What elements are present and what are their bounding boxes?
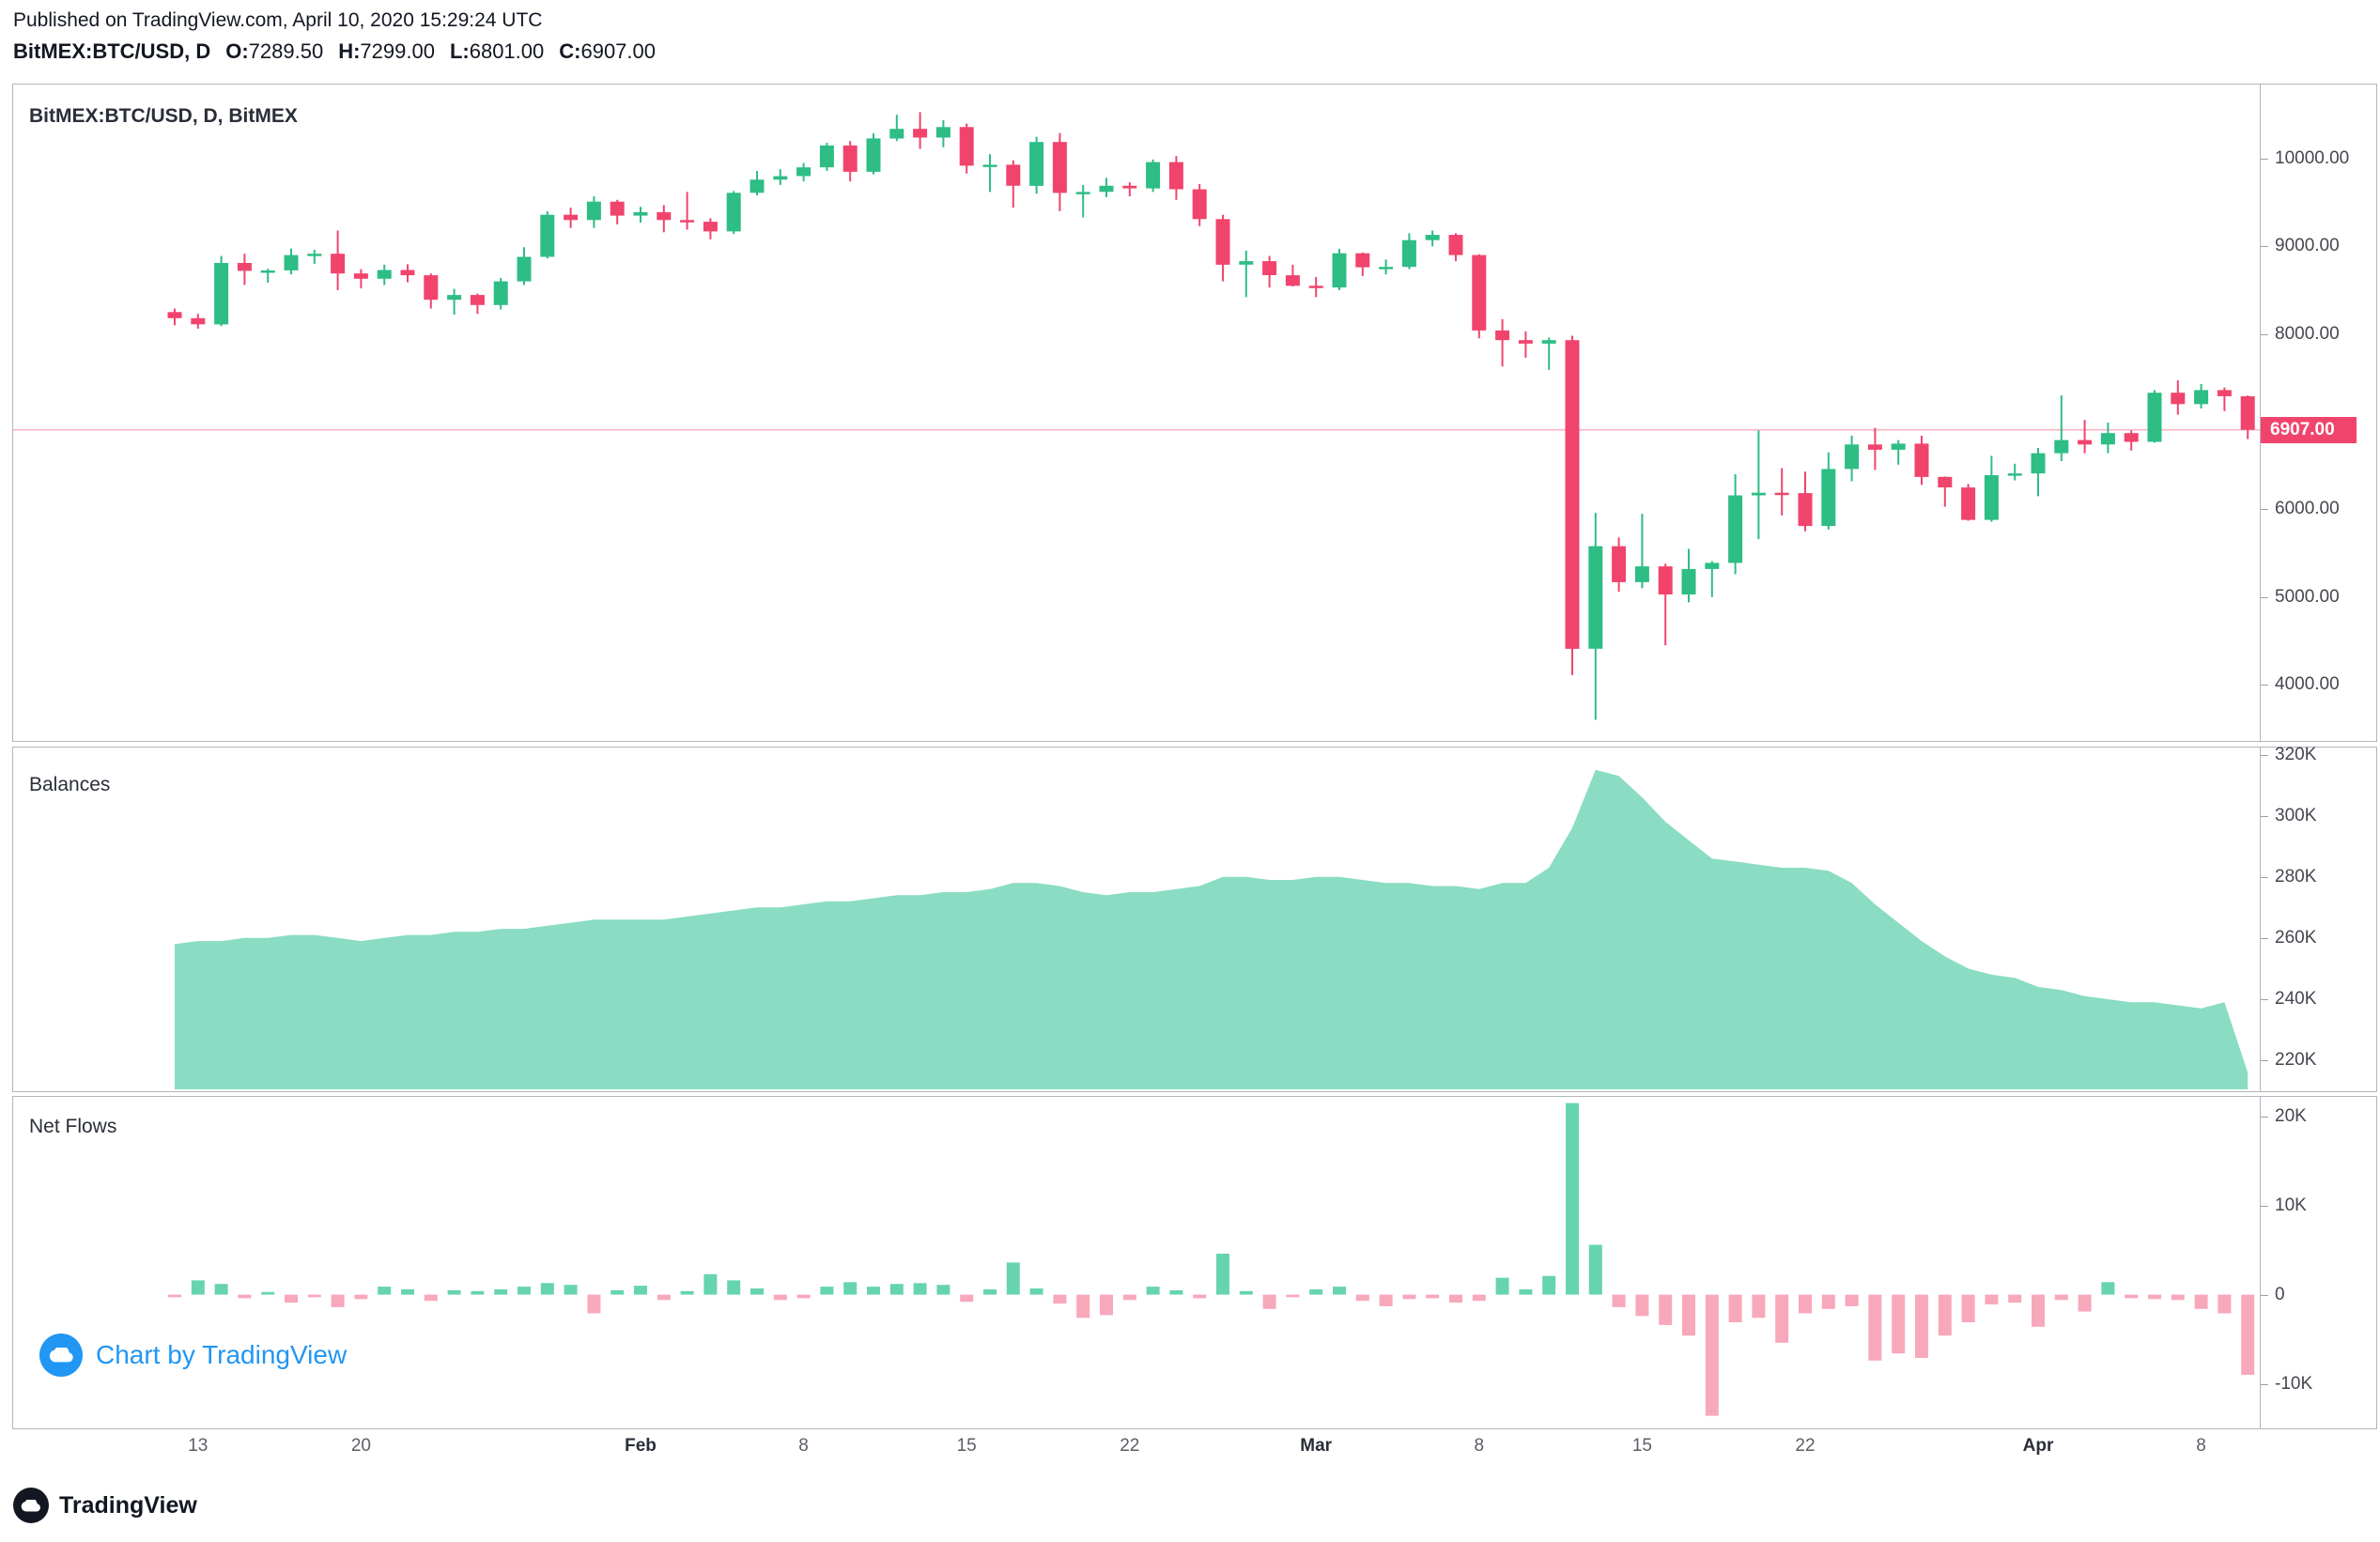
ohlc-low: L:6801.00 [449, 39, 545, 63]
y-axis-label: 10K [2275, 1195, 2307, 1215]
y-axis-tick [2261, 1383, 2268, 1385]
y-axis-label: 240K [2275, 989, 2317, 1009]
y-axis-tick [2261, 333, 2268, 335]
y-axis-label: -10K [2275, 1373, 2313, 1394]
price-chart-canvas[interactable] [13, 85, 2260, 741]
net-flows-panel-title: Net Flows [29, 1116, 117, 1137]
y-axis-label: 5000.00 [2275, 586, 2340, 607]
footer-brand-link[interactable]: TradingView [13, 1488, 197, 1523]
y-axis-label: 8000.00 [2275, 323, 2340, 344]
x-axis-label: 22 [1120, 1436, 1140, 1456]
y-axis-tick [2261, 1294, 2268, 1296]
ohlc-close: C:6907.00 [559, 39, 656, 63]
last-price-tag: 6907.00 [2261, 416, 2357, 443]
balances-panel: 320K 300K 280K 260K 240K 220K Balances [12, 744, 2377, 1092]
y-axis-tick [2261, 158, 2268, 160]
balances-panel-title: Balances [29, 774, 111, 795]
ohlc-open: O:7289.50 [225, 39, 324, 63]
footer-brand-label: TradingView [59, 1491, 197, 1519]
y-axis-label: 320K [2275, 744, 2317, 764]
tradingview-watermark-link[interactable]: Chart by TradingView [39, 1334, 347, 1377]
y-axis-tick [2261, 1060, 2268, 1062]
net-flows-axis-separator [2260, 1097, 2261, 1428]
y-axis-tick [2261, 999, 2268, 1000]
symbol-ohlc-line: BitMEX:BTC/USD, D O:7289.50 H:7299.00 L:680… [13, 39, 656, 64]
x-axis-label: Mar [1300, 1436, 1333, 1456]
x-axis-label: Feb [625, 1436, 657, 1456]
balances-chart-canvas[interactable] [13, 748, 2260, 1089]
y-axis-tick [2261, 685, 2268, 686]
price-axis-separator [2260, 85, 2261, 741]
y-axis-label: 4000.00 [2275, 674, 2340, 695]
ohlc-high: H:7299.00 [338, 39, 435, 63]
price-axis[interactable]: 10000.00 9000.00 8000.00 6000.00 5000.00 4000… [2261, 85, 2376, 741]
y-axis-label: 280K [2275, 866, 2317, 887]
y-axis-tick [2261, 596, 2268, 598]
y-axis-tick [2261, 754, 2268, 756]
tradingview-logo-icon [13, 1488, 49, 1523]
y-axis-tick [2261, 815, 2268, 817]
y-axis-label: 220K [2275, 1050, 2317, 1071]
x-axis-label: 8 [798, 1436, 809, 1456]
balances-axis-separator [2260, 748, 2261, 1091]
y-axis-tick [2261, 1205, 2268, 1207]
y-axis-label: 9000.00 [2275, 236, 2340, 256]
price-panel-title: BitMEX:BTC/USD, D, BitMEX [29, 105, 298, 127]
net-flows-axis[interactable]: 20K 10K 0 -10K [2261, 1097, 2376, 1428]
y-axis-tick [2261, 509, 2268, 511]
y-axis-tick [2261, 876, 2268, 878]
y-axis-tick [2261, 937, 2268, 939]
y-axis-tick [2261, 1116, 2268, 1118]
net-flows-chart-canvas[interactable] [13, 1097, 2260, 1426]
x-axis-label: 15 [956, 1436, 977, 1456]
x-axis-label: 15 [1631, 1436, 1652, 1456]
x-axis-label: 8 [1474, 1436, 1485, 1456]
x-axis-label: 13 [188, 1436, 209, 1456]
y-axis-label: 20K [2275, 1105, 2307, 1126]
x-axis-label: 22 [1795, 1436, 1816, 1456]
watermark-label: Chart by TradingView [96, 1340, 348, 1369]
y-axis-label: 300K [2275, 805, 2317, 825]
net-flows-panel: 20K 10K 0 -10K Net Flows Chart by TradingVi… [12, 1096, 2377, 1429]
y-axis-tick [2261, 246, 2268, 248]
y-axis-label: 10000.00 [2275, 147, 2350, 168]
y-axis-label: 0 [2275, 1284, 2285, 1304]
x-axis-label: Apr [2022, 1436, 2054, 1456]
x-axis-label: 8 [2196, 1436, 2206, 1456]
y-axis-label: 6000.00 [2275, 499, 2340, 519]
tradingview-cloud-icon [39, 1334, 83, 1377]
published-line: Published on TradingView.com, April 10, … [13, 9, 543, 31]
y-axis-label: 260K [2275, 927, 2317, 948]
time-axis[interactable]: 13 20 Feb 8 15 22 Mar 8 15 22 Apr 8 [0, 1436, 2380, 1466]
balances-axis[interactable]: 320K 300K 280K 260K 240K 220K [2261, 744, 2376, 1091]
symbol-text: BitMEX:BTC/USD, D [13, 39, 211, 63]
x-axis-label: 20 [350, 1436, 371, 1456]
price-panel: 10000.00 9000.00 8000.00 6000.00 5000.00 4000… [12, 84, 2377, 742]
